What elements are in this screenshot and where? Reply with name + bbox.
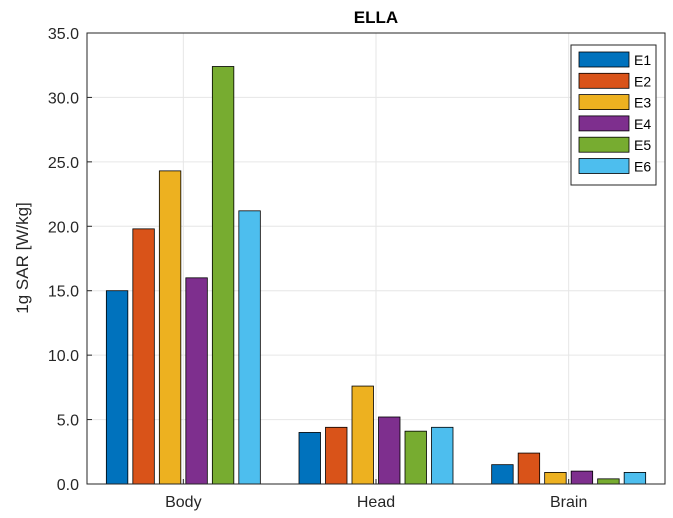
legend-swatch-e3: [578, 94, 630, 110]
legend-label-e1: E1: [634, 52, 651, 68]
y-tick-label: 15.0: [48, 284, 79, 301]
x-tick-label: Brain: [550, 494, 587, 511]
bar-e1-head: [298, 432, 321, 485]
y-tick-label: 20.0: [48, 219, 79, 236]
bar-e3-body: [158, 170, 182, 485]
legend-swatch-e6: [578, 158, 630, 174]
legend-label-e4: E4: [634, 116, 651, 132]
legend-swatch-e2: [578, 72, 630, 89]
y-tick-label: 30.0: [48, 90, 79, 107]
bar-e4-head: [378, 416, 401, 485]
bar-e3-head: [351, 385, 374, 485]
bar-e6-head: [431, 426, 454, 485]
legend-swatch-e1: [578, 51, 630, 68]
legend-label-e3: E3: [634, 95, 651, 111]
y-axis-label: 1g SAR [W/kg]: [13, 202, 32, 313]
y-axis: 0.0 5.0 10.0 15.0 20.0 25.0 30.0 35.0: [48, 26, 92, 494]
y-tick-label: 0.0: [57, 477, 79, 494]
bar-e5-brain: [597, 478, 620, 485]
bar-e6-brain: [623, 472, 647, 485]
bar-e1-brain: [491, 464, 514, 485]
legend-label-e2: E2: [634, 73, 651, 89]
grid: [87, 33, 665, 484]
bars: [105, 66, 647, 485]
y-tick-label: 10.0: [48, 348, 79, 365]
bar-e2-brain: [517, 452, 541, 485]
bar-e6-body: [238, 210, 261, 485]
legend-label-e5: E5: [634, 137, 651, 153]
bar-e4-body: [185, 277, 208, 485]
x-tick-label: Body: [165, 494, 201, 511]
bar-e5-body: [211, 66, 235, 485]
y-tick-label: 5.0: [57, 413, 79, 430]
y-tick-label: 25.0: [48, 155, 79, 172]
legend-label-e6: E6: [634, 159, 651, 175]
chart-title: ELLA: [354, 8, 398, 27]
legend: E1 E2 E3 E4 E5 E6: [570, 44, 657, 186]
y-tick-label: 35.0: [48, 26, 79, 43]
bar-e5-head: [404, 430, 427, 485]
bar-e2-body: [132, 228, 155, 485]
x-axis: Body Head Brain: [165, 479, 587, 511]
legend-swatch-e5: [578, 136, 630, 153]
bar-e3-brain: [544, 472, 567, 485]
bar-e4-brain: [570, 470, 594, 485]
legend-swatch-e4: [578, 115, 630, 132]
x-tick-label: Head: [357, 494, 395, 511]
bar-e2-head: [325, 426, 348, 485]
bar-e1-body: [105, 290, 129, 485]
